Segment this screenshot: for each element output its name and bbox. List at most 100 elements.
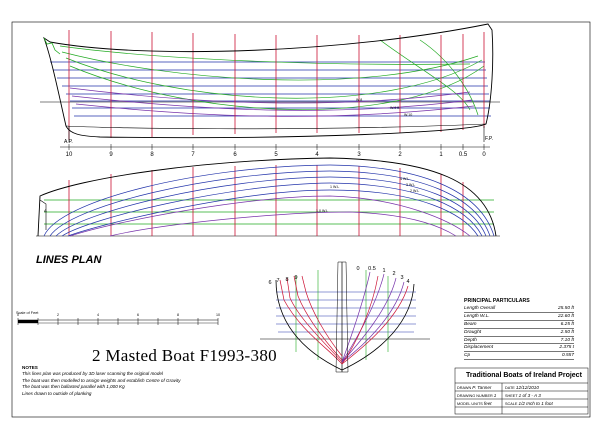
particulars-label: Length Overall [464,306,496,311]
profile-stern-detail [43,37,61,55]
notes-line-1: This lines plan was produced by 3D laser… [22,371,163,377]
particulars-row: Depth 7.10 ft [464,337,574,345]
tb-drawn-value: P. Tanner [472,385,492,390]
profile-stations [68,30,485,140]
wl-label-b: W.9 ft. [390,106,400,110]
plan-wl-2: 2 W.L [410,189,419,193]
body-label-6: 6 [268,280,271,286]
notes-line-2: The boat was then modelled to assign wei… [22,377,181,383]
body-label-8: 8 [285,277,288,283]
station-label: 0 [482,152,486,158]
station-label: 5 [274,152,278,158]
tb-scale-value: 1/2 Inch to 1 foot [518,401,553,406]
tb-sheet-value: 1 of 3 - A 3 [518,393,541,398]
scale-tick-label: 0 [17,313,19,317]
tb-date: DATE 12/12/2010 [505,385,539,390]
station-label: 7 [191,152,195,158]
body-label-7: 7 [276,278,279,284]
plan-wl-3: 3 W.L [406,183,415,187]
body-fwd-stations-red [341,275,409,365]
body-fwd-labels: 0 0.5 1 2 3 4 [356,266,409,285]
body-label-4: 4 [406,279,409,285]
tb-units-value: feet [483,401,492,406]
scale-label: Scale of Feet [16,311,39,315]
particulars-heading: PRINCIPAL PARTICULARS [464,298,530,304]
plan-wl-4: 4 W.L [400,177,409,181]
notes-block: NOTES This lines plan was produced by 3D… [22,365,181,397]
particulars-label: Draught [464,329,482,335]
body-section-outline [275,279,415,371]
profile-view: A.P. F.P. 10 9 8 7 6 5 4 3 2 1 0.5 0 W.8 W.9 ft. W.… [40,23,500,158]
body-label-0: 0 [356,266,359,272]
particulars-row: Length W.L. 22.60 ft [464,313,574,321]
scale-tick-label: 6 [137,313,139,317]
particulars-value: 2.50 ft [560,329,574,335]
drawing-title: 2 Masted Boat F1993-380 [92,346,277,365]
station-label: 1 [439,152,443,158]
principal-particulars: PRINCIPAL PARTICULARS Length Overall 25.5… [464,298,574,361]
scale-tick-label: 10 [216,313,220,317]
plan-stations [68,165,464,236]
project-title: Traditional Boats of Ireland Project [466,372,582,379]
plan-transom [39,199,47,230]
body-label-0-5: 0.5 [368,266,376,272]
plan-wl-1: 1 W.L [330,185,339,189]
body-aft-stations [279,275,343,365]
particulars-value: 25.50 ft [557,306,574,311]
scale-tick-label: 4 [97,313,99,317]
body-keel [335,261,349,373]
tb-drawn: DRAWN P. Tanner [457,385,491,390]
profile-hull-outline [43,23,494,139]
notes-line-3: The boat was then ballasted parallel wit… [22,384,125,390]
profile-keel-line [65,123,487,130]
body-label-3: 3 [400,275,403,281]
tb-scale: SCALE 1/2 Inch to 1 foot [505,401,553,406]
particulars-row: Length Overall 25.50 ft [464,305,574,313]
fp-label: F.P. [485,136,493,142]
tb-scale-label: SCALE [505,402,518,406]
tb-drawing-no: DRAWING NUMBER 1 [457,393,496,398]
tb-units-label: MODEL UNITS [457,402,483,406]
tb-drawing-no-value: 1 [493,393,497,398]
plan-diagonals [69,195,471,237]
station-label: 3 [357,152,361,158]
scale-bar: 0 2 4 6 8 10 [17,313,220,325]
station-label: 6 [233,152,237,158]
ap-label: A.P. [64,139,73,145]
profile-diagonals [69,87,475,117]
title-block-frame [454,367,589,415]
half-breadth-plan: A 4 W.L 3 W.L 2 W.L 1 W.L 1.0 W.L [36,157,500,237]
body-label-9: 9 [294,275,297,281]
plan-buttocks [44,199,494,225]
lines-plan-heading: LINES PLAN [36,254,102,266]
plan-wl-1-0: 1.0 W.L [316,209,328,213]
body-label-2: 2 [392,271,395,277]
station-label: 8 [150,152,154,158]
profile-buttocks [59,39,485,116]
plan-transom-mark: A [44,208,47,213]
sheet-border [11,21,591,418]
particulars-value: 6.25 ft [560,321,574,327]
particulars-label: Displacement [464,345,494,351]
scale-tick-label: 8 [177,313,179,317]
scale-ticks: 0 2 4 6 8 10 [17,313,220,325]
tb-sheet-label: SHEET [505,394,518,398]
station-label: 10 [66,152,73,158]
particulars-row: Cp 0.557 [464,352,574,361]
particulars-value: 7.10 ft [560,337,574,343]
body-buttocks [295,270,389,360]
tb-units: MODEL UNITS feet [457,401,492,406]
station-label: 4 [315,152,319,158]
particulars-value: 0.557 [561,353,574,359]
tb-drawn-label: DRAWN [457,386,472,390]
tb-date-value: 12/12/2010 [515,385,539,390]
particulars-row: Beam 6.25 ft [464,321,574,329]
body-aft-labels: 6 7 8 9 [268,275,297,286]
plan-waterlines [43,164,495,237]
wl-label-a: W.8 [356,98,362,102]
particulars-value: 22.60 ft [557,313,574,319]
body-label-1: 1 [382,268,385,274]
wl-label-c: W.10 [404,113,412,117]
notes-heading: NOTES [22,365,38,370]
